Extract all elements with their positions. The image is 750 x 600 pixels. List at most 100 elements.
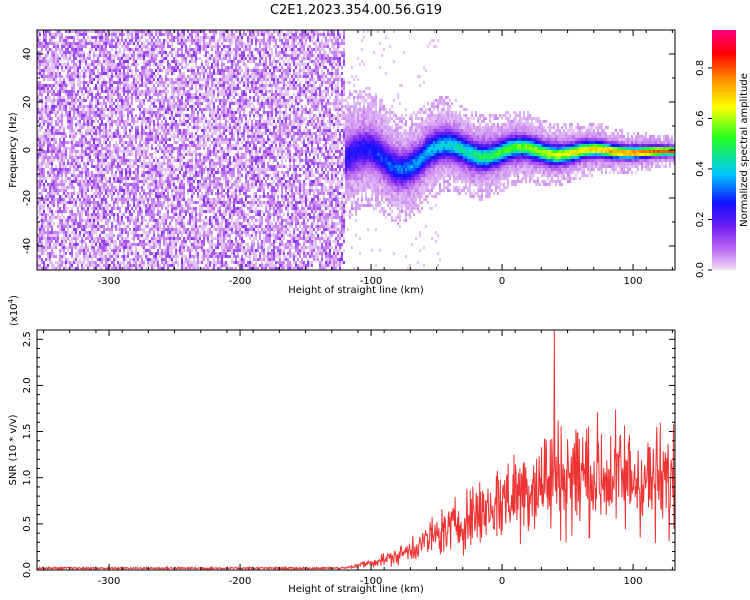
heatmap-cell <box>61 111 63 114</box>
heatmap-cell <box>109 252 111 255</box>
heatmap-cell <box>129 75 131 78</box>
heatmap-cell <box>109 63 111 66</box>
heatmap-cell <box>101 69 103 72</box>
heatmap-cell <box>183 216 185 219</box>
heatmap-cell <box>139 153 141 156</box>
heatmap-cell <box>115 75 117 78</box>
heatmap-cell <box>69 177 71 180</box>
heatmap-cell <box>145 165 147 168</box>
heatmap-cell <box>63 156 65 159</box>
heatmap-cell <box>83 87 85 90</box>
heatmap-cell <box>143 180 145 183</box>
heatmap-cell <box>145 126 147 129</box>
heatmap-cell <box>101 219 103 222</box>
heatmap-cell <box>93 138 95 141</box>
heatmap-cell <box>43 225 45 228</box>
heatmap-cell <box>73 222 75 225</box>
heatmap-cell <box>197 231 199 234</box>
heatmap-cell <box>151 258 153 261</box>
heatmap-cell <box>63 102 65 105</box>
heatmap-cell <box>91 195 93 198</box>
heatmap-cell <box>143 246 145 249</box>
heatmap-cell <box>191 69 193 72</box>
heatmap-cell <box>105 156 107 159</box>
heatmap-cell <box>195 255 197 258</box>
heatmap-cell <box>199 195 201 198</box>
heatmap-cell <box>197 135 199 138</box>
heatmap-cell <box>101 48 103 51</box>
heatmap-cell <box>195 30 197 33</box>
heatmap-cell <box>81 171 83 174</box>
heatmap-cell <box>181 225 183 228</box>
heatmap-cell <box>97 90 99 93</box>
heatmap-cell <box>147 165 149 168</box>
heatmap-cell <box>155 156 157 159</box>
heatmap-cell <box>75 222 77 225</box>
heatmap-cell <box>183 177 185 180</box>
heatmap-cell <box>105 192 107 195</box>
heatmap-cell <box>187 81 189 84</box>
heatmap-cell <box>113 225 115 228</box>
heatmap-cell <box>41 204 43 207</box>
heatmap-cell <box>95 42 97 45</box>
heatmap-cell <box>81 33 83 36</box>
heatmap-cell <box>125 264 127 267</box>
heatmap-cell <box>171 168 173 171</box>
heatmap-cell <box>101 171 103 174</box>
heatmap-cell <box>203 126 205 129</box>
heatmap-cell <box>173 180 175 183</box>
heatmap-cell <box>117 213 119 216</box>
heatmap-cell <box>49 252 51 255</box>
heatmap-cell <box>93 60 95 63</box>
heatmap-cell <box>93 51 95 54</box>
heatmap-cell <box>189 264 191 267</box>
heatmap-cell <box>51 42 53 45</box>
heatmap-cell <box>195 54 197 57</box>
heatmap-cell <box>39 150 41 153</box>
heatmap-cell <box>155 42 157 45</box>
heatmap-cell <box>105 258 107 261</box>
heatmap-cell <box>121 168 123 171</box>
heatmap-cell <box>41 246 43 249</box>
heatmap-cell <box>89 117 91 120</box>
heatmap-cell <box>87 168 89 171</box>
heatmap-cell <box>53 216 55 219</box>
heatmap-cell <box>101 246 103 249</box>
heatmap-cell <box>169 132 171 135</box>
heatmap-cell <box>47 42 49 45</box>
heatmap-cell <box>115 174 117 177</box>
heatmap-cell <box>73 81 75 84</box>
heatmap-cell <box>47 156 49 159</box>
heatmap-cell <box>149 252 151 255</box>
heatmap-cell <box>201 144 203 147</box>
heatmap-cell <box>143 240 145 243</box>
heatmap-cell <box>141 126 143 129</box>
heatmap-cell <box>167 69 169 72</box>
heatmap-cell <box>69 150 71 153</box>
heatmap-cell <box>89 156 91 159</box>
heatmap-cell <box>91 150 93 153</box>
heatmap-cell <box>133 183 135 186</box>
heatmap-cell <box>93 108 95 111</box>
heatmap-cell <box>71 78 73 81</box>
heatmap-cell <box>105 264 107 267</box>
heatmap-cell <box>115 165 117 168</box>
heatmap-cell <box>189 48 191 51</box>
heatmap-cell <box>177 192 179 195</box>
heatmap-cell <box>115 186 117 189</box>
heatmap-cell <box>59 216 61 219</box>
heatmap-cell <box>89 153 91 156</box>
heatmap-cell <box>141 54 143 57</box>
heatmap-cell <box>53 135 55 138</box>
heatmap-cell <box>47 117 49 120</box>
heatmap-cell <box>113 258 115 261</box>
heatmap-cell <box>119 183 121 186</box>
heatmap-cell <box>133 138 135 141</box>
heatmap-cell <box>95 39 97 42</box>
heatmap-cell <box>173 216 175 219</box>
heatmap-cell <box>131 87 133 90</box>
heatmap-cell <box>47 174 49 177</box>
heatmap-cell <box>155 237 157 240</box>
heatmap-cell <box>131 33 133 36</box>
